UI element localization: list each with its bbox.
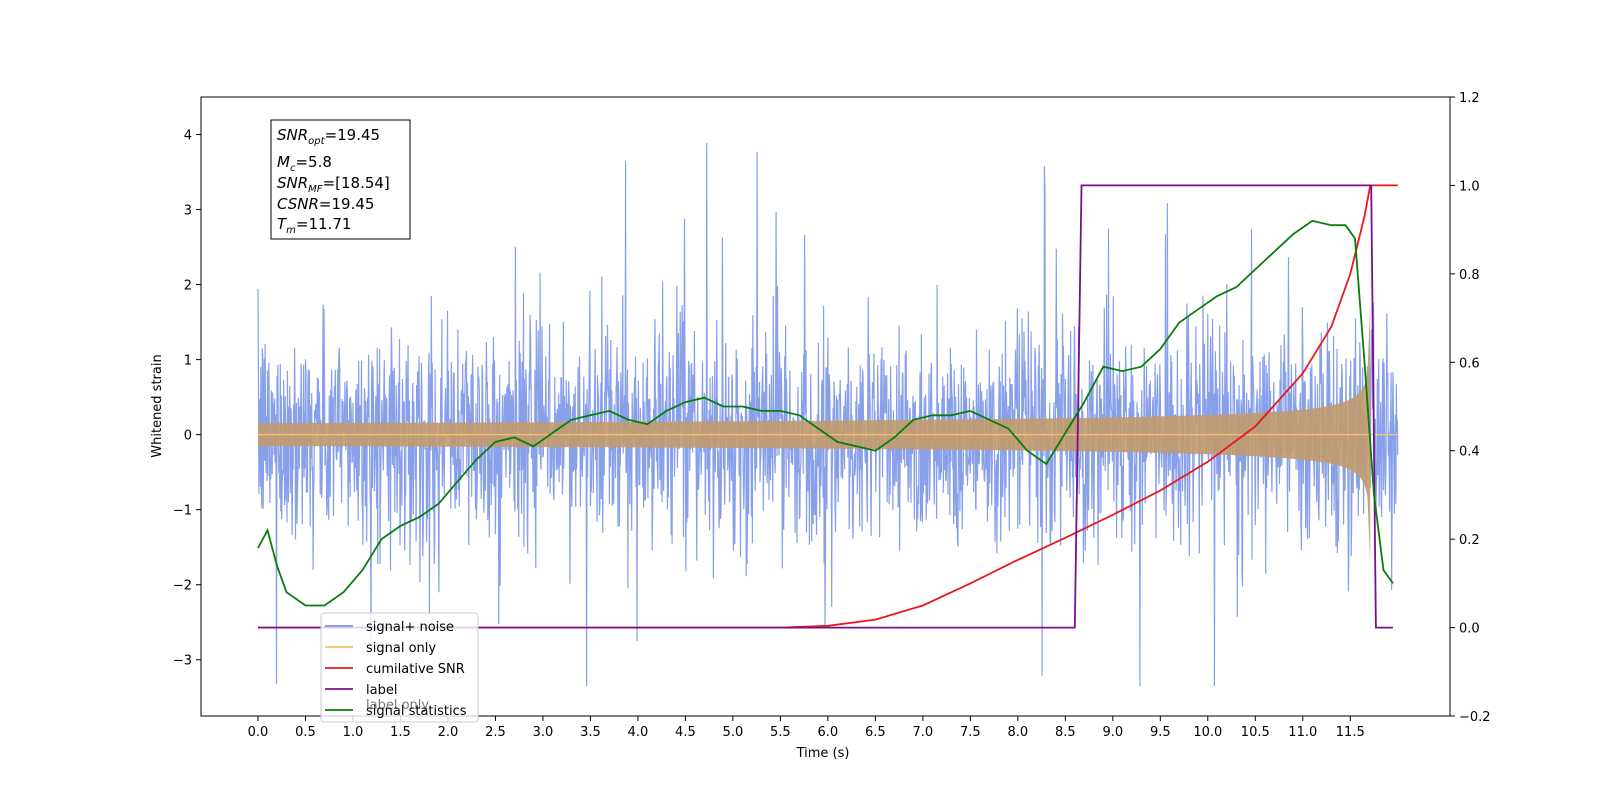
y-tick-label: 2 — [184, 279, 192, 294]
x-tick-label: 0.0 — [248, 725, 269, 740]
y-tick-label: 4 — [184, 129, 192, 144]
stat-snr-opt: SNRopt=19.45 — [277, 126, 380, 147]
x-axis-ticks: 0.0 0.5 1.0 1.5 2.0 2.5 3.0 3.5 4.0 4.5 5.0 5.5 6.0 6… — [248, 716, 1365, 740]
series-line-2 — [258, 184, 1398, 629]
x-tick-label: 2.0 — [438, 725, 459, 740]
x-tick-label: 1.0 — [343, 725, 364, 740]
legend-overlap-text: label only — [366, 698, 429, 713]
y-tick-label: 3 — [184, 204, 192, 219]
legend-label: signal+ noise — [366, 620, 454, 635]
stat-snr-mf: SNRMF=[18.54] — [277, 174, 390, 195]
x-tick-label: 0.5 — [295, 725, 316, 740]
x-tick-label: 7.5 — [960, 725, 981, 740]
x-tick-label: 1.5 — [390, 725, 411, 740]
x-tick-label: 2.5 — [485, 725, 506, 740]
y2-tick-label: 1.0 — [1459, 179, 1480, 194]
x-tick-label: 3.0 — [533, 725, 554, 740]
legend-label: cumilative SNR — [366, 662, 465, 677]
x-tick-label: 5.0 — [723, 725, 744, 740]
x-axis-label: Time (s) — [796, 746, 850, 761]
plot-frame — [200, 96, 1451, 717]
x-tick-label: 6.5 — [865, 725, 886, 740]
x-tick-label: 4.0 — [628, 725, 649, 740]
x-tick-label: 3.5 — [580, 725, 601, 740]
x-tick-label: 9.5 — [1150, 725, 1171, 740]
signal-plus-noise-line — [257, 142, 1399, 687]
x-tick-label: 10.0 — [1193, 725, 1222, 740]
legend: label only signal+ noise signal only cumil… — [320, 612, 479, 723]
y-tick-label: 0 — [184, 429, 192, 444]
y2-tick-label: 0.6 — [1459, 356, 1480, 371]
y-tick-label: 1 — [184, 354, 192, 369]
right-axis-series — [257, 184, 1398, 629]
x-tick-label: 6.0 — [818, 725, 839, 740]
x-tick-label: 4.5 — [675, 725, 696, 740]
x-tick-label: 8.5 — [1055, 725, 1076, 740]
stat-tm: Tm=11.71 — [277, 215, 351, 236]
plot-area — [257, 142, 1399, 687]
x-tick-label: 10.5 — [1241, 725, 1270, 740]
legend-label: label — [366, 683, 397, 698]
x-tick-label: 9.0 — [1102, 725, 1123, 740]
x-tick-label: 8.0 — [1007, 725, 1028, 740]
signal-plus-noise-series — [257, 142, 1399, 687]
y-tick-label: −2 — [173, 579, 192, 594]
y-tick-label: −3 — [173, 654, 192, 669]
stats-box: SNRopt=19.45 Mc=5.8 SNRMF=[18.54] CSNR=1… — [270, 119, 411, 240]
stat-csnr: CSNR=19.45 — [277, 195, 374, 213]
y2-tick-label: 0.8 — [1459, 268, 1480, 283]
y-axis-label: Whitened strain — [150, 354, 165, 457]
x-tick-label: 11.0 — [1288, 725, 1317, 740]
series-line-3 — [258, 184, 1393, 629]
y2-tick-label: −0.2 — [1459, 710, 1491, 725]
series-line-4 — [257, 219, 1394, 607]
y2-axis-ticks: 1.2 1.0 0.8 0.6 0.4 0.2 0.0 −0.2 — [1450, 91, 1491, 725]
y-tick-label: −1 — [173, 504, 192, 519]
y-axis-ticks: 4 3 2 1 0 −1 −2 −3 — [173, 129, 201, 669]
x-tick-label: 7.0 — [913, 725, 934, 740]
legend-label: signal statistics — [366, 704, 467, 719]
x-tick-label: 5.5 — [770, 725, 791, 740]
y2-tick-label: 1.2 — [1459, 91, 1480, 106]
x-tick-label: 11.5 — [1336, 725, 1365, 740]
legend-label: signal only — [366, 641, 436, 656]
y2-tick-label: 0.4 — [1459, 445, 1480, 460]
stat-mc: Mc=5.8 — [277, 153, 332, 174]
y2-tick-label: 0.0 — [1459, 622, 1480, 637]
y2-tick-label: 0.2 — [1459, 533, 1480, 548]
